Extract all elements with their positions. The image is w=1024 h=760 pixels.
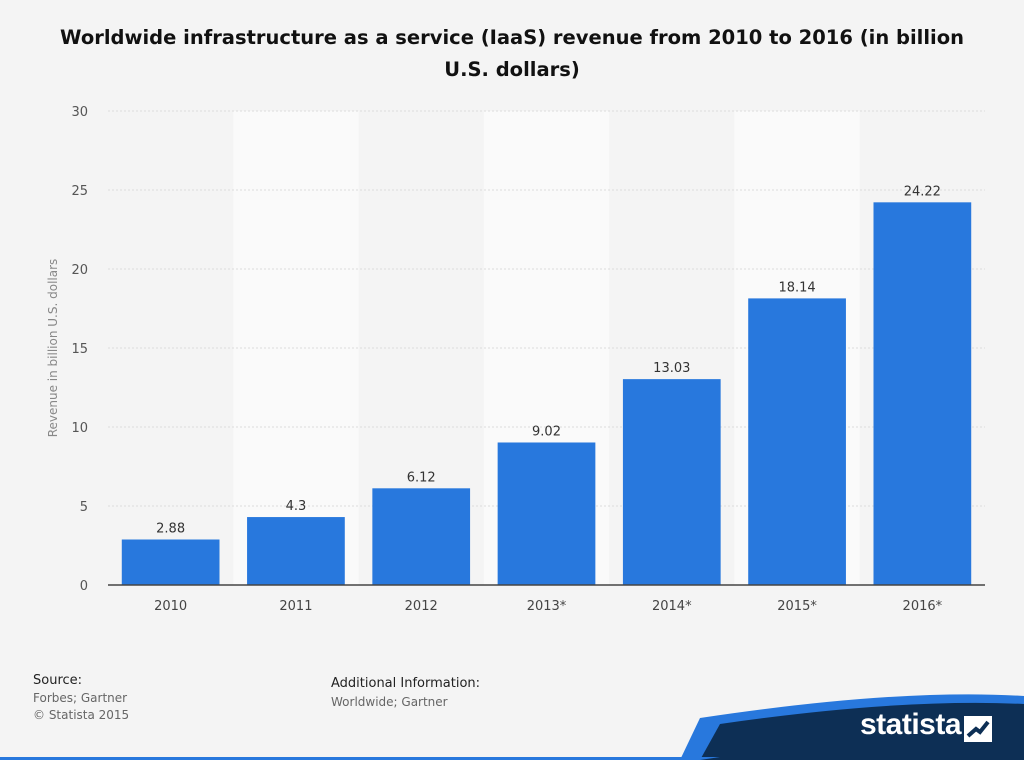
x-tick-label: 2012 [405, 599, 438, 614]
y-tick-label: 15 [71, 342, 88, 357]
chart-title: Worldwide infrastructure as a service (I… [60, 26, 964, 81]
bar [372, 488, 471, 585]
value-label: 6.12 [407, 470, 436, 485]
x-tick-label: 2011 [279, 599, 312, 614]
value-labels: 2.88 4.3 6.12 9.02 13.03 18.14 24.22 [156, 184, 941, 536]
source-line: Forbes; Gartner [33, 691, 128, 705]
x-tick-label: 2015* [777, 599, 817, 614]
value-label: 13.03 [653, 361, 690, 376]
y-tick-label: 25 [71, 184, 88, 199]
x-tick-label: 2013* [527, 599, 567, 614]
bar [622, 379, 721, 585]
y-tick-label: 20 [71, 263, 88, 278]
x-tick-label: 2010 [154, 599, 187, 614]
bar [748, 298, 846, 585]
x-tick-labels: 2010 2011 2012 2013* 2014* 2015* 2016* [154, 599, 943, 614]
bars [121, 202, 972, 585]
source-line: © Statista 2015 [33, 708, 130, 722]
value-label: 2.88 [156, 521, 185, 536]
footer-banner [0, 694, 1024, 760]
bar [121, 539, 220, 585]
source-label: Source: [33, 673, 83, 688]
bar [247, 517, 345, 585]
value-label: 18.14 [778, 280, 815, 295]
value-label: 9.02 [532, 424, 561, 439]
y-tick-label: 10 [71, 421, 88, 436]
y-tick-labels: 0 5 10 15 20 25 30 [71, 105, 88, 594]
value-label: 4.3 [286, 499, 307, 514]
x-tick-label: 2014* [652, 599, 692, 614]
y-tick-label: 0 [80, 579, 88, 594]
x-tick-label: 2016* [903, 599, 943, 614]
statista-logo-text: statista [860, 708, 962, 741]
statista-logo-icon [964, 716, 992, 742]
banner-fill [700, 702, 1024, 760]
additional-info-value: Worldwide; Gartner [331, 695, 448, 709]
y-tick-label: 5 [80, 500, 88, 515]
bar [873, 202, 972, 585]
banner-bottom-line [0, 757, 720, 760]
y-axis-label: Revenue in billion U.S. dollars [46, 259, 60, 438]
y-tick-label: 30 [71, 105, 88, 120]
additional-info-label: Additional Information: [331, 676, 481, 691]
bar [497, 442, 596, 585]
value-label: 24.22 [904, 184, 941, 199]
